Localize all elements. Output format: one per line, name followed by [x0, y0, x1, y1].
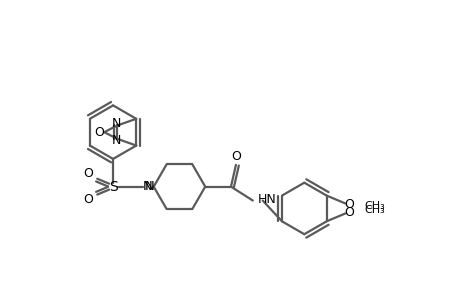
- Text: N: N: [145, 180, 154, 193]
- Text: N: N: [112, 134, 121, 147]
- Text: CH₃: CH₃: [364, 206, 384, 215]
- Text: N: N: [143, 180, 152, 193]
- Text: O: O: [344, 198, 353, 211]
- Text: O: O: [344, 206, 353, 219]
- Text: O: O: [94, 126, 104, 139]
- Text: N: N: [112, 117, 121, 130]
- Text: CH₃: CH₃: [364, 202, 384, 212]
- Text: O: O: [230, 150, 241, 164]
- Text: HN: HN: [257, 193, 276, 206]
- Text: S: S: [108, 180, 117, 194]
- Text: O: O: [83, 167, 93, 180]
- Text: O: O: [83, 193, 93, 206]
